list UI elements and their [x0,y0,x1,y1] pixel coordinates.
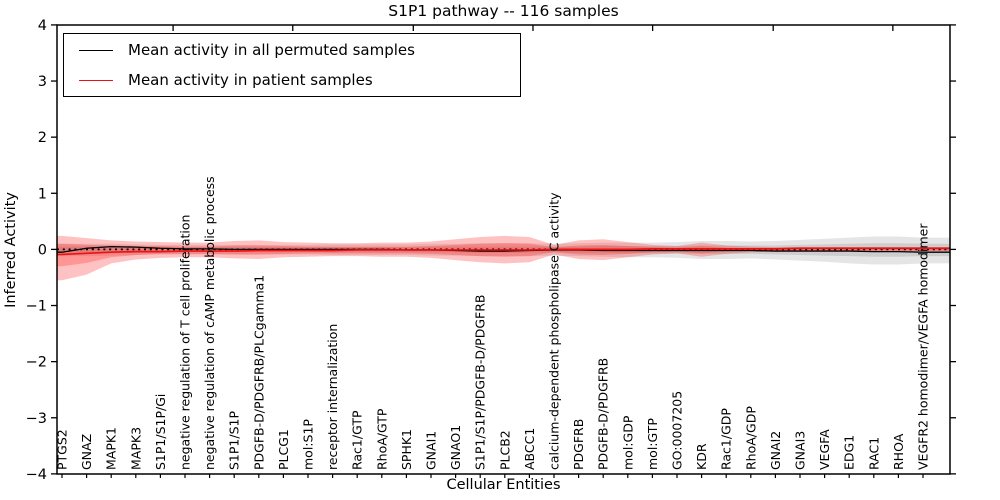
patient-mean-line [57,247,950,256]
y-tick-label: 3 [38,74,47,90]
y-tick-label: −3 [26,411,47,427]
y-tick-label: 1 [38,186,47,202]
legend-label-permuted: Mean activity in all permuted samples [128,41,415,59]
x-tick-label: KDR [694,443,709,470]
y-tick-label: 2 [38,130,47,146]
x-tick-label: SPHK1 [399,429,414,470]
x-tick-label: EDG1 [842,435,857,470]
x-tick-label: Rac1/GDP [719,408,734,470]
x-tick-label: MAPK3 [128,427,143,470]
y-tick-label: −4 [26,467,47,483]
x-tick-label: PDGFRB [571,419,586,470]
x-tick-label: GO:0007205 [670,391,685,470]
x-tick-label: receptor internalization [325,324,340,470]
x-tick-label: GNAZ [79,434,94,470]
x-tick-label: VEGFA [817,429,832,470]
x-tick-label: S1P1/S1P/PDGFB-D/PDGFRB [473,295,488,471]
x-tick-label: PDGFB-D/PDGFRB [596,358,611,470]
x-tick-label: GNAI1 [424,431,439,470]
patient-outer-band [57,235,950,281]
x-tick-label: VEGFR2 homodimer/VEGFA homodimer [916,223,931,470]
x-tick-label: calcium-dependent phospholipase C activi… [547,192,562,470]
y-axis-label: Inferred Activity [3,192,19,308]
x-axis-label: Cellular Entities [446,477,561,493]
chart-title: S1P1 pathway -- 116 samples [388,2,619,20]
x-tick-label: mol:GDP [620,415,635,470]
x-tick-label: RAC1 [866,437,881,470]
x-tick-label: S1P1/S1P [227,411,242,470]
legend-label-patient: Mean activity in patient samples [128,71,373,89]
x-tick-label: PLCB2 [497,430,512,470]
x-tick-label: Rac1/GTP [350,410,365,470]
patient-line-swatch-icon [79,79,113,81]
x-tick-label: GNAI3 [793,431,808,470]
x-tick-label: negative regulation of T cell proliferat… [178,215,193,470]
x-tick-label: negative regulation of cAMP metabolic pr… [202,176,217,470]
x-tick-label: PTGS2 [55,429,70,470]
y-tick-label: −2 [26,355,47,371]
legend-item-patient: Mean activity in patient samples [64,67,520,93]
x-tick-label: ABCC1 [522,428,537,470]
x-tick-label: MAPK1 [104,427,119,470]
x-tick-label: RhoA/GDP [743,406,758,470]
x-tick-label: S1P1/S1P/Gi [153,394,168,470]
x-tick-label: RhoA/GTP [374,408,389,470]
x-tick-label: GNAO1 [448,425,463,470]
y-tick-label: 4 [38,18,47,34]
x-tick-label: RHOA [891,433,906,470]
x-tick-label: mol:GTP [645,418,660,470]
legend-item-permuted: Mean activity in all permuted samples [64,37,520,63]
x-tick-label: PDGFB-D/PDGFRB/PLCgamma1 [251,275,266,470]
y-tick-label: −1 [26,299,47,315]
y-tick-label: 0 [38,242,47,258]
legend: Mean activity in all permuted samples Me… [63,33,521,97]
permuted-line-swatch-icon [79,49,113,51]
permuted-mean-line [57,245,950,253]
x-tick-label: GNAI2 [768,431,783,470]
x-tick-label: PLCG1 [276,429,291,470]
x-tick-label: mol:S1P [301,419,316,470]
